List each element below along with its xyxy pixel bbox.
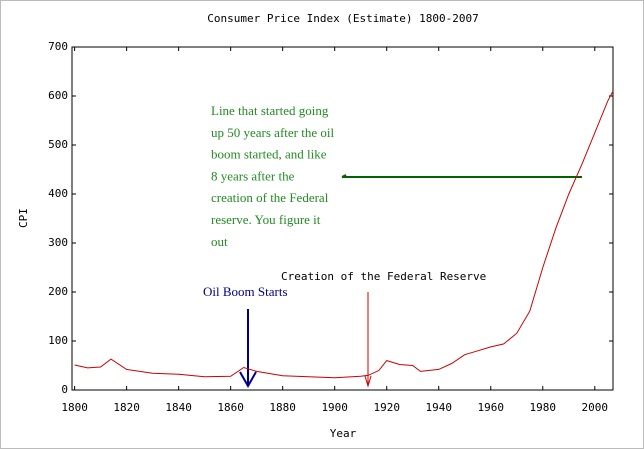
y-tick-label: 300: [48, 236, 68, 249]
y-tick-label: 100: [48, 334, 68, 347]
note-annotation: Line that started going up 50 years after…: [211, 103, 334, 249]
x-tick-label: 1900: [321, 401, 348, 414]
cpi-line: [74, 90, 614, 379]
y-tick-label: 200: [48, 285, 68, 298]
y-tick-label: 500: [48, 138, 68, 151]
note-line: creation of the Federal: [211, 190, 329, 205]
x-tick-label: 1940: [425, 401, 452, 414]
note-line: reserve. You figure it: [211, 212, 321, 227]
x-tick-label: 1860: [217, 401, 244, 414]
chart-title: Consumer Price Index (Estimate) 1800-200…: [207, 12, 479, 25]
y-tick-label: 400: [48, 187, 68, 200]
fed-arrow: [364, 292, 372, 388]
oil-arrow: [239, 309, 257, 389]
plot-area: [71, 46, 614, 391]
note-line: boom started, and like: [211, 147, 327, 162]
y-tick-label: 0: [61, 383, 68, 396]
fed-annotation: Creation of the Federal Reserve: [281, 270, 486, 283]
y-axis-label: CPI: [17, 208, 30, 228]
x-tick-label: 1800: [61, 401, 88, 414]
x-axis-label: Year: [330, 427, 357, 440]
x-tick-label: 2000: [582, 401, 609, 414]
note-line: 8 years after the: [211, 168, 295, 183]
x-tick-label: 1880: [269, 401, 296, 414]
y-tick-label: 700: [48, 40, 68, 53]
x-tick-label: 1960: [478, 401, 505, 414]
note-line: up 50 years after the oil: [211, 125, 334, 140]
x-tick-label: 1820: [113, 401, 140, 414]
x-tick-label: 1840: [165, 401, 192, 414]
note-line: out: [211, 234, 228, 249]
y-tick-label: 600: [48, 89, 68, 102]
oil-annotation: Oil Boom Starts: [203, 284, 288, 299]
x-tick-label: 1920: [373, 401, 400, 414]
x-tick-label: 1980: [530, 401, 557, 414]
note-line: Line that started going: [211, 103, 329, 118]
note-arrow: [341, 174, 582, 178]
